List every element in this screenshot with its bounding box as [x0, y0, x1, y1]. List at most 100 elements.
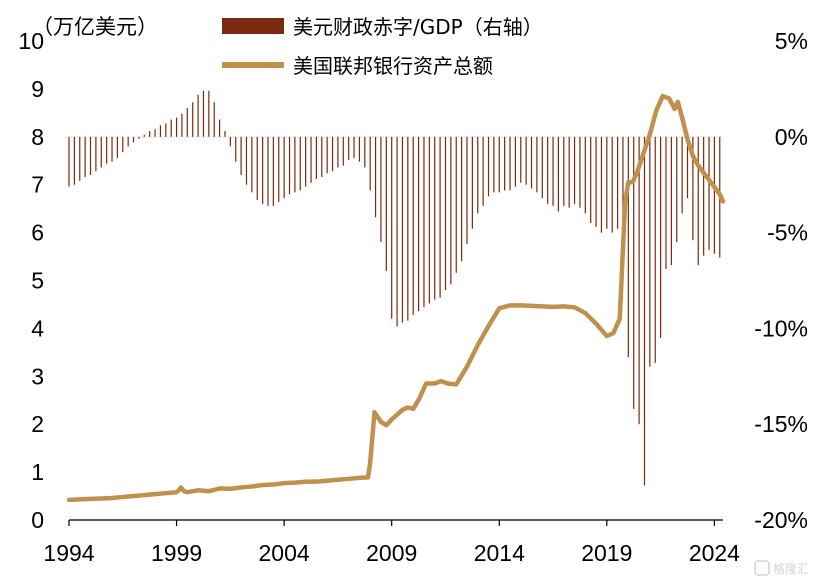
left-axis-unit-label: （万亿美元） — [32, 15, 158, 39]
deficit-bar — [229, 136, 231, 147]
deficit-bar — [692, 136, 694, 241]
deficit-bar — [116, 136, 118, 158]
deficit-bar — [487, 136, 490, 197]
deficit-bar — [315, 136, 317, 179]
deficit-bar — [665, 136, 667, 269]
x-tick-label: 2019 — [581, 540, 632, 566]
deficit-bar — [536, 136, 538, 193]
deficit-bar — [369, 136, 371, 191]
deficit-bar — [713, 136, 715, 254]
deficit-bar — [186, 108, 188, 137]
deficit-bar — [73, 136, 75, 185]
deficit-bar — [89, 136, 92, 176]
deficit-bar — [202, 90, 205, 137]
deficit-bar — [461, 136, 463, 262]
deficit-bar — [321, 136, 323, 178]
deficit-bar — [224, 131, 226, 137]
deficit-bar — [654, 136, 656, 363]
right-tick-label: -15% — [754, 411, 808, 437]
deficit-bar — [417, 136, 420, 312]
deficit-bar — [590, 136, 592, 224]
deficit-bar — [530, 136, 533, 189]
deficit-bar — [288, 136, 291, 195]
deficit-bar — [423, 136, 425, 308]
watermark-text: 格隆汇 — [773, 561, 809, 576]
deficit-bar — [192, 102, 194, 137]
deficit-bar — [622, 136, 624, 225]
deficit-bar — [143, 134, 145, 137]
deficit-bar — [703, 136, 705, 256]
deficit-bar — [493, 136, 495, 193]
deficit-bar — [450, 136, 452, 285]
deficit-bar — [208, 90, 210, 137]
deficit-bar — [573, 136, 576, 204]
deficit-bar — [181, 113, 183, 137]
deficit-bar — [504, 136, 506, 191]
deficit-bar — [643, 136, 646, 486]
deficit-bar — [348, 136, 350, 160]
deficit-bar — [213, 102, 215, 137]
deficit-bar — [84, 136, 86, 178]
deficit-bar — [159, 125, 162, 137]
deficit-bar — [471, 136, 473, 229]
deficit-bar — [262, 136, 264, 204]
left-tick-label: 3 — [31, 363, 44, 389]
deficit-bar — [525, 136, 527, 185]
deficit-bar — [240, 136, 242, 176]
asset-line — [66, 93, 726, 503]
left-tick-label: 10 — [18, 28, 44, 54]
deficit-bar — [278, 136, 280, 202]
deficit-bar — [584, 136, 586, 214]
deficit-bar — [439, 136, 441, 298]
deficit-bar — [616, 136, 619, 229]
legend: 美元财政赤字/GDP（右轴） 美国联邦银行资产总额 — [222, 15, 543, 78]
deficit-bar — [627, 136, 629, 358]
deficit-bar — [283, 136, 285, 199]
deficit-bar — [514, 136, 516, 187]
deficit-bar — [638, 136, 640, 425]
deficit-bar — [412, 136, 414, 315]
deficit-bar — [466, 136, 468, 245]
right-axis-ticks: -20% -15% -10% -5% 0% 5% — [754, 28, 808, 533]
x-tick-label: 1994 — [43, 540, 94, 566]
deficit-bar — [149, 131, 151, 137]
deficit-bar — [353, 136, 355, 158]
deficit-bar — [681, 136, 683, 214]
deficit-bar — [401, 136, 404, 323]
deficit-bar — [165, 123, 167, 137]
watermark-logo-icon — [754, 560, 770, 576]
deficit-bar — [611, 136, 613, 233]
x-axis-ticks: 1994 1999 2004 2009 2014 2019 2024 — [43, 520, 740, 566]
deficit-bar — [326, 136, 328, 174]
x-tick-label: 1999 — [151, 540, 202, 566]
deficit-bars — [68, 90, 721, 486]
deficit-bar — [294, 136, 296, 193]
deficit-bar — [482, 136, 484, 206]
deficit-bar — [552, 136, 554, 206]
deficit-bar — [127, 136, 129, 147]
deficit-bar — [251, 136, 253, 193]
legend-label-deficit: 美元财政赤字/GDP（右轴） — [293, 15, 543, 39]
x-tick-label: 2009 — [366, 540, 417, 566]
left-tick-label: 8 — [31, 124, 44, 150]
deficit-bar — [310, 136, 312, 183]
left-axis-ticks: 0 1 2 3 4 5 6 7 8 9 10 — [18, 28, 44, 533]
deficit-bar — [235, 136, 237, 162]
deficit-bar — [132, 136, 135, 143]
deficit-bar — [660, 136, 662, 338]
deficit-bar — [175, 117, 178, 137]
watermark: 格隆汇 — [754, 560, 809, 576]
right-tick-label: -5% — [767, 220, 808, 246]
deficit-bar — [138, 136, 140, 139]
deficit-bar — [106, 136, 108, 164]
deficit-bar — [364, 136, 366, 168]
right-tick-label: -20% — [754, 507, 808, 533]
deficit-bar — [385, 136, 387, 271]
deficit-bar — [79, 136, 81, 181]
deficit-bar — [256, 136, 258, 201]
deficit-bar — [477, 136, 479, 214]
deficit-bar — [509, 136, 511, 191]
deficit-bar — [600, 136, 603, 233]
deficit-bar — [197, 94, 199, 137]
